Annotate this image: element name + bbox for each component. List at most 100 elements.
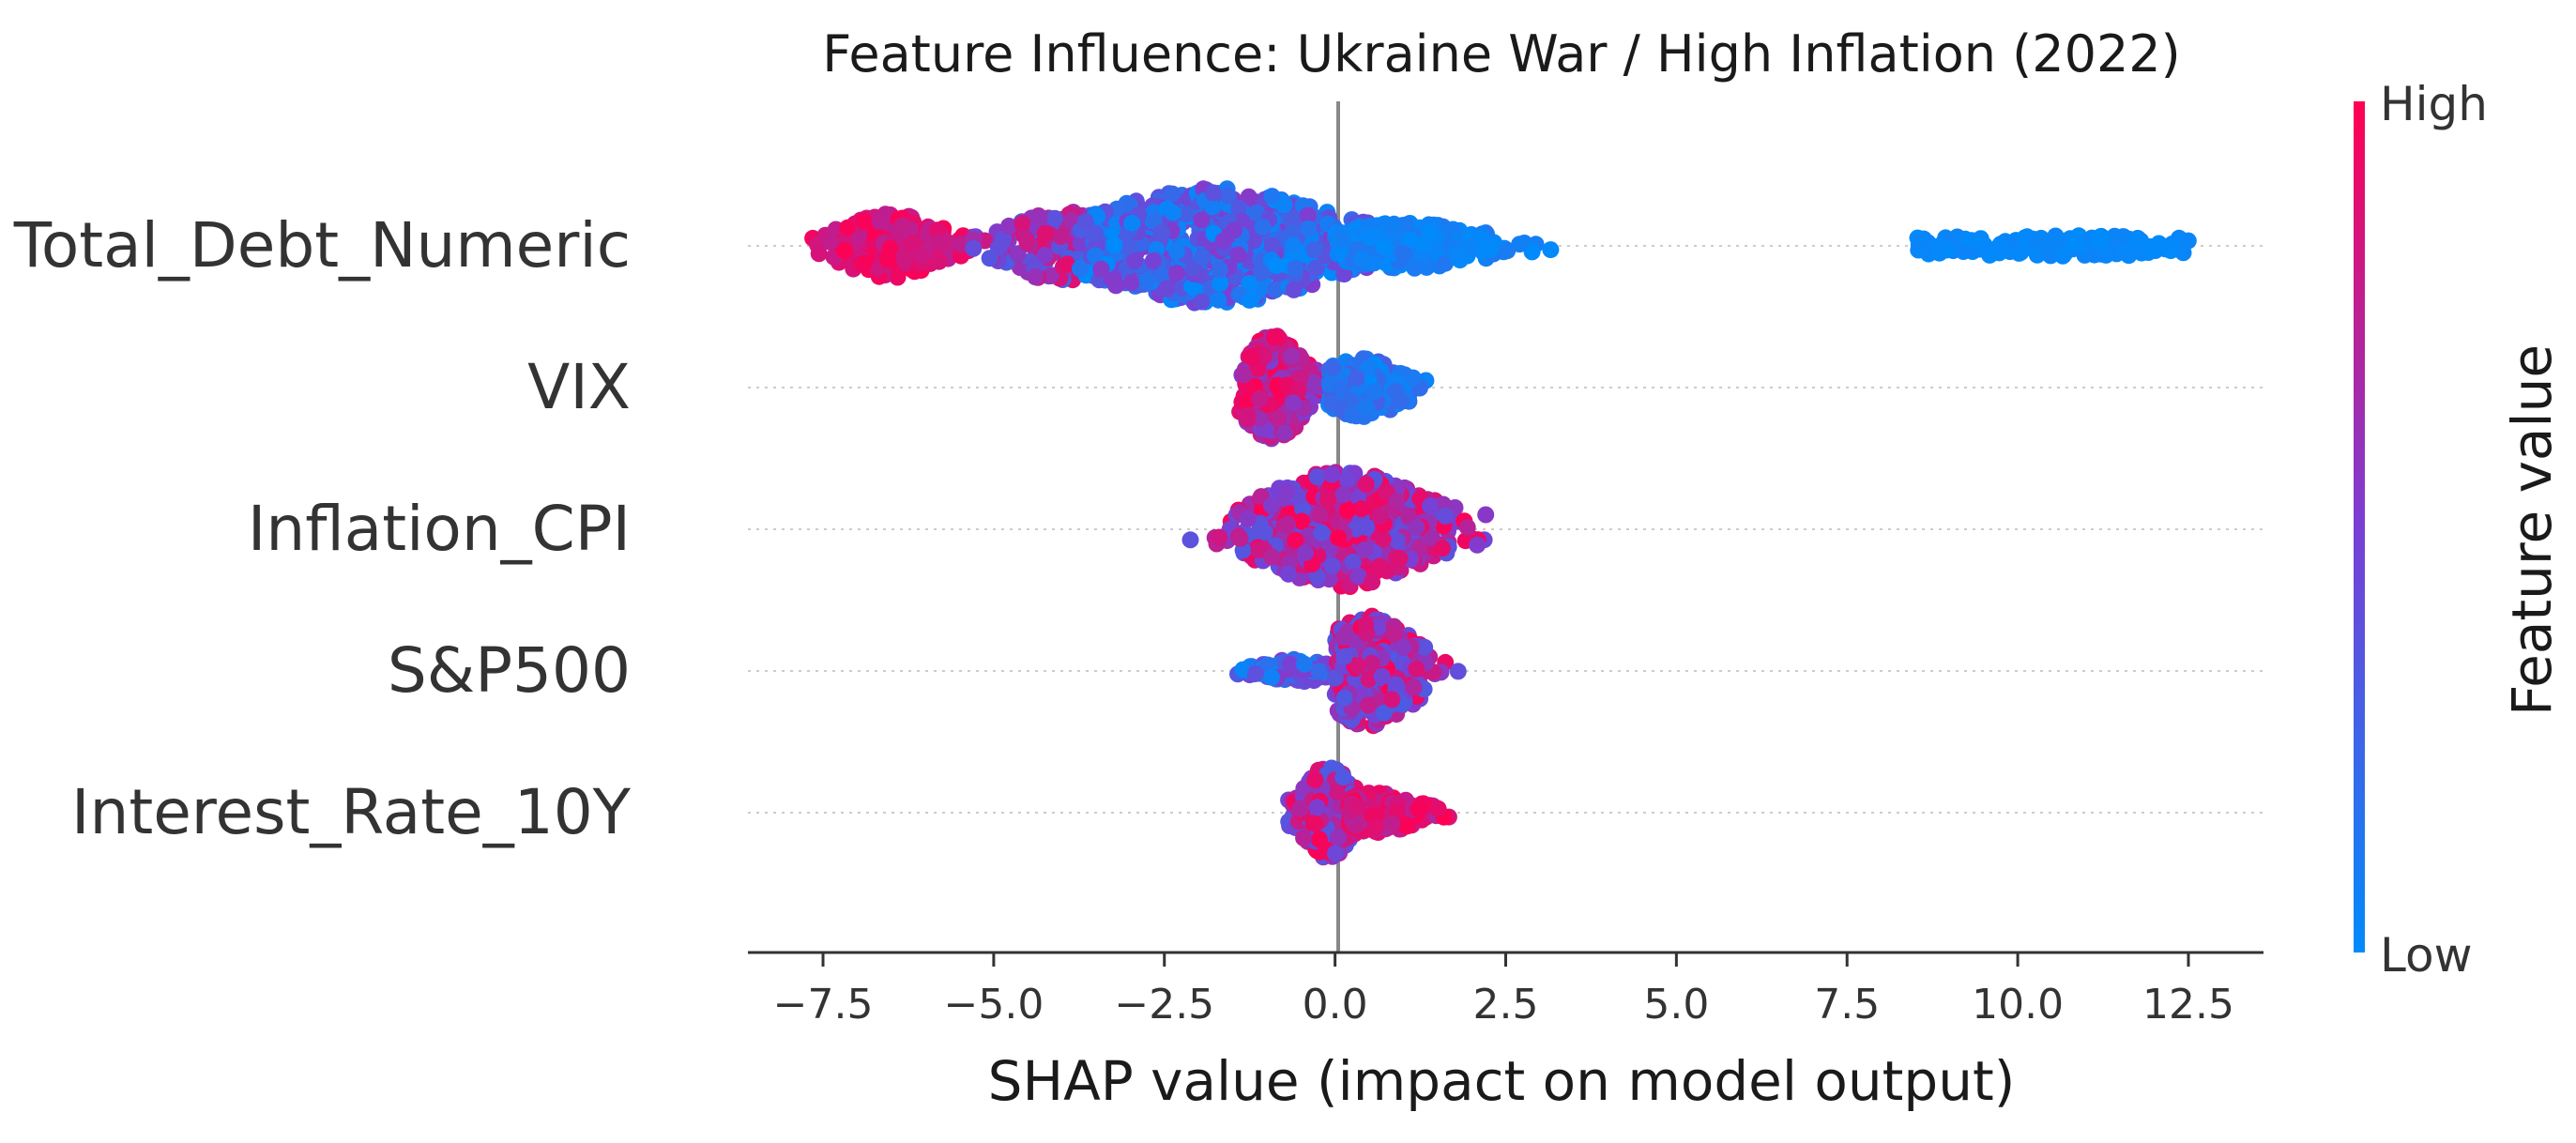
shap-point xyxy=(1263,548,1281,566)
shap-point xyxy=(1395,638,1412,656)
beeswarm-points xyxy=(804,180,2197,866)
shap-point xyxy=(1119,237,1136,255)
shap-point xyxy=(896,251,913,269)
shap-point xyxy=(2179,232,2197,250)
shap-point xyxy=(1239,410,1257,428)
shap-point xyxy=(1305,241,1323,259)
shap-point xyxy=(821,233,839,251)
shap-point xyxy=(1036,224,1054,242)
shap-point xyxy=(2049,232,2066,250)
shap-point xyxy=(1254,218,1272,236)
shap-point xyxy=(1299,206,1317,224)
shap-point xyxy=(1211,528,1228,546)
feature-labels: Total_Debt_Numeric VIX Inflation_CPI S&P500… xyxy=(13,209,632,848)
shap-point xyxy=(1482,241,1500,259)
shap-point xyxy=(1235,366,1252,384)
shap-point xyxy=(1389,802,1406,820)
shap-point xyxy=(1036,247,1054,264)
shap-point xyxy=(893,217,911,235)
shap-point xyxy=(1014,215,1031,232)
shap-point xyxy=(1144,252,1162,269)
shap-point xyxy=(1416,638,1434,656)
feature-label: Interest_Rate_10Y xyxy=(71,776,632,848)
shap-point xyxy=(1323,465,1341,483)
shap-point xyxy=(1241,291,1258,309)
shap-point xyxy=(1374,530,1392,548)
colorbar-title: Feature value xyxy=(2500,344,2564,716)
shap-point xyxy=(1193,293,1211,311)
shap-point xyxy=(953,247,969,265)
shap-point xyxy=(1319,491,1337,509)
shap-point xyxy=(1152,267,1170,284)
shap-point xyxy=(1344,553,1362,571)
shap-point xyxy=(1178,206,1196,223)
shap-point xyxy=(1323,556,1341,574)
shap-point xyxy=(1027,268,1044,286)
shap-point xyxy=(2053,246,2071,264)
shap-point xyxy=(1433,540,1451,557)
shap-point xyxy=(1408,518,1425,536)
shap-point xyxy=(810,245,828,263)
shap-point xyxy=(965,239,983,257)
shap-point xyxy=(1448,246,1466,264)
shap-point xyxy=(1542,241,1560,259)
shap-point xyxy=(1168,265,1186,282)
shap-point xyxy=(1285,281,1303,298)
shap-point xyxy=(1164,185,1181,203)
feature-label: Total_Debt_Numeric xyxy=(13,209,631,282)
shap-point xyxy=(1375,237,1393,255)
shap-point xyxy=(1366,818,1384,836)
shap-point xyxy=(1343,406,1361,424)
shap-point xyxy=(1263,237,1281,255)
shap-point xyxy=(1365,382,1383,400)
shap-point xyxy=(1246,664,1264,682)
shap-point xyxy=(1275,424,1293,442)
shap-point xyxy=(836,242,854,260)
shap-point xyxy=(1477,506,1495,524)
shap-point xyxy=(1323,394,1341,412)
shap-point xyxy=(1383,815,1401,833)
shap-point xyxy=(855,212,873,230)
shap-point xyxy=(2114,228,2132,246)
shap-point xyxy=(1328,783,1346,800)
x-tick-label: 7.5 xyxy=(1814,981,1880,1029)
shap-point xyxy=(1364,573,1381,591)
shap-point xyxy=(1153,223,1171,241)
shap-point xyxy=(1330,529,1348,546)
shap-point xyxy=(1072,235,1090,252)
shap-point xyxy=(1334,629,1352,647)
shap-point xyxy=(1251,389,1268,407)
shap-point xyxy=(1353,250,1371,267)
shap-point xyxy=(1357,475,1375,493)
shap-point xyxy=(2147,239,2165,257)
shap-point xyxy=(879,251,897,269)
shap-point xyxy=(1388,493,1406,511)
shap-point xyxy=(1335,648,1353,665)
shap-point xyxy=(1287,531,1304,549)
shap-point xyxy=(1449,663,1467,680)
shap-point xyxy=(1365,227,1383,245)
shap-point xyxy=(1323,358,1341,376)
shap-point xyxy=(1410,800,1427,818)
shap-point xyxy=(1239,511,1257,527)
shap-point xyxy=(1281,655,1299,673)
shap-point xyxy=(1300,220,1318,237)
chart-title: Feature Influence: Ukraine War / High In… xyxy=(822,24,2180,84)
x-axis-ticks: −7.5 −5.0 −2.5 0.0 2.5 5.0 7.5 10.0 12.5 xyxy=(773,952,2234,1029)
shap-point xyxy=(1383,691,1401,709)
shap-point xyxy=(1393,392,1410,410)
shap-point xyxy=(1262,496,1280,514)
shap-point xyxy=(1911,235,1928,252)
shap-point xyxy=(1329,829,1347,846)
shap-point xyxy=(1356,541,1373,559)
shap-point xyxy=(1285,394,1303,412)
x-axis-label: SHAP value (impact on model output) xyxy=(988,1049,2016,1113)
shap-point xyxy=(1285,236,1303,254)
shap-point xyxy=(912,246,930,264)
shap-point xyxy=(1278,516,1295,534)
shap-point xyxy=(1018,234,1036,251)
shap-point xyxy=(856,254,874,272)
shap-point xyxy=(1123,214,1141,232)
shap-point xyxy=(1106,277,1124,295)
